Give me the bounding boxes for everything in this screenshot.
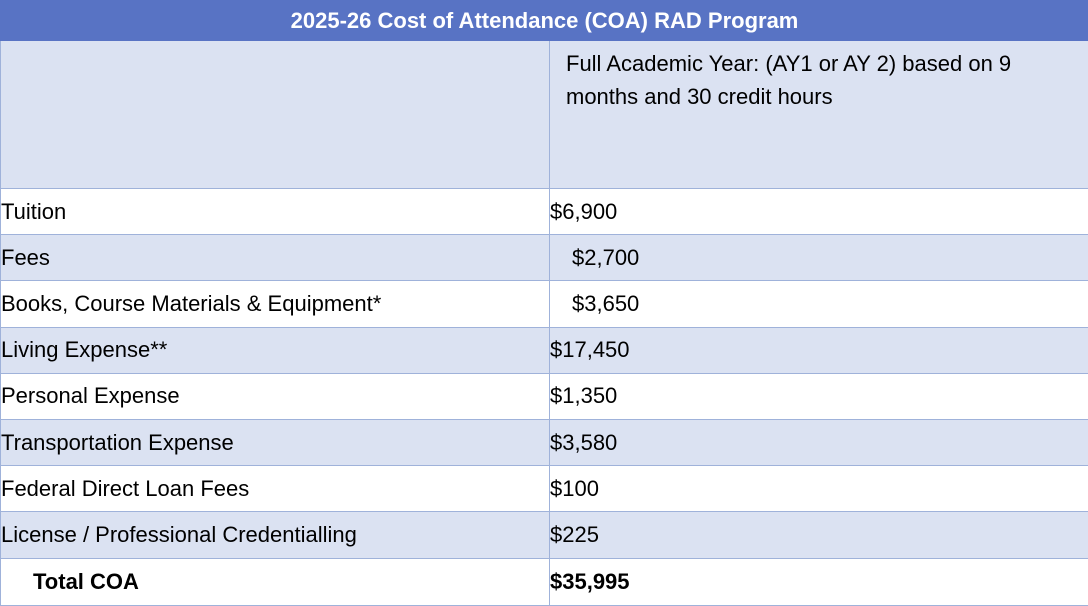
table-row: Living Expense** $17,450: [0, 326, 1088, 374]
table-row: Tuition $6,900: [0, 187, 1088, 236]
row-value: $225: [549, 511, 1088, 559]
row-label: License / Professional Credentialling: [0, 511, 550, 559]
table-row: Transportation Expense $3,580: [0, 418, 1088, 467]
row-value: $3,650: [549, 280, 1088, 328]
row-label: Tuition: [0, 187, 550, 236]
row-label: Personal Expense: [0, 372, 550, 421]
table-row: Federal Direct Loan Fees $100: [0, 465, 1088, 513]
row-value: $100: [549, 465, 1088, 513]
table-row: Fees $2,700: [0, 234, 1088, 282]
total-value: $35,995: [549, 557, 1088, 606]
total-row: Total COA $35,995: [0, 557, 1088, 606]
row-label: Transportation Expense: [0, 418, 550, 467]
table-title: 2025-26 Cost of Attendance (COA) RAD Pro…: [0, 0, 1088, 42]
row-value: $17,450: [549, 326, 1088, 374]
row-value: $1,350: [549, 372, 1088, 421]
row-label: Federal Direct Loan Fees: [0, 465, 550, 513]
title-row: 2025-26 Cost of Attendance (COA) RAD Pro…: [0, 0, 1088, 42]
column-header: Full Academic Year: (AY1 or AY 2) based …: [549, 40, 1088, 189]
row-label: Fees: [0, 234, 550, 282]
table-row: Personal Expense $1,350: [0, 372, 1088, 421]
row-value: $6,900: [549, 187, 1088, 236]
row-label: Living Expense**: [0, 326, 550, 374]
header-empty-cell: [0, 40, 550, 189]
table-row: Books, Course Materials & Equipment* $3,…: [0, 280, 1088, 328]
total-label: Total COA: [0, 557, 550, 606]
table-row: License / Professional Credentialling $2…: [0, 511, 1088, 559]
row-label: Books, Course Materials & Equipment*: [0, 280, 550, 328]
header-row: Full Academic Year: (AY1 or AY 2) based …: [0, 40, 1088, 189]
row-value: $3,580: [549, 418, 1088, 467]
row-value: $2,700: [549, 234, 1088, 282]
